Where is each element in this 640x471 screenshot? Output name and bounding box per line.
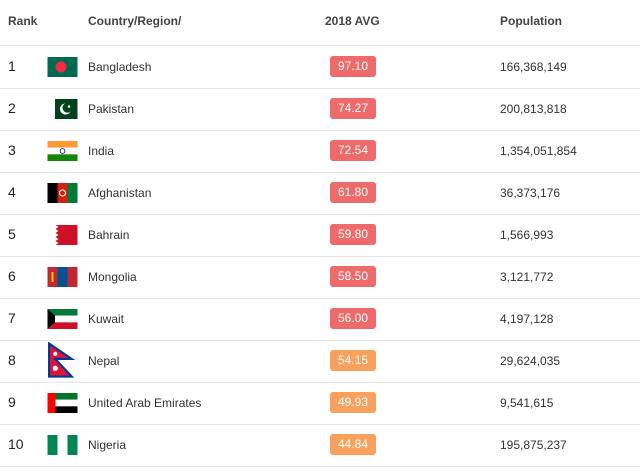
rank-cell: 10: [8, 436, 24, 452]
country-cell: India: [88, 144, 115, 158]
mongolia-flag-icon: [47, 267, 78, 287]
avg-badge: 74.27: [330, 98, 376, 119]
header-avg[interactable]: 2018 AVG: [325, 14, 380, 28]
avg-badge: 49.93: [330, 392, 376, 413]
population-cell: 195,875,237: [500, 438, 567, 452]
table-row[interactable]: 8 Nepal 54.15 29,624,035: [0, 340, 640, 383]
table-row[interactable]: 9 United Arab Emirates 49.93 9,541,615: [0, 382, 640, 425]
rank-cell: 9: [8, 394, 16, 410]
table-row[interactable]: 10 Nigeria 44.84 195,875,237: [0, 424, 640, 467]
population-cell: 29,624,035: [500, 354, 561, 368]
avg-badge: 97.10: [330, 56, 376, 77]
rank-cell: 8: [8, 352, 16, 368]
afghanistan-flag-icon: [47, 183, 78, 203]
table-row[interactable]: 4 Afghanistan 61.80 36,373,176: [0, 172, 640, 215]
country-cell: Afghanistan: [88, 186, 152, 200]
country-cell: Nepal: [88, 354, 120, 368]
avg-badge: 61.80: [330, 182, 376, 203]
country-cell: Nigeria: [88, 438, 127, 452]
table-row[interactable]: 6 Mongolia 58.50 3,121,772: [0, 256, 640, 299]
avg-badge: 44.84: [330, 434, 376, 455]
header-rank[interactable]: Rank: [8, 14, 38, 28]
country-cell: Kuwait: [88, 312, 125, 326]
bahrain-flag-icon: [47, 225, 78, 245]
country-cell: Bahrain: [88, 228, 130, 242]
rank-cell: 5: [8, 226, 16, 242]
header-country[interactable]: Country/Region/: [88, 14, 182, 28]
table-row[interactable]: 7 Kuwait 56.00 4,197,128: [0, 298, 640, 341]
table-row[interactable]: 2 Pakistan 74.27 200,813,818: [0, 88, 640, 131]
table-row[interactable]: 5 Bahrain 59.80 1,566,993: [0, 214, 640, 257]
country-cell: United Arab Emirates: [88, 396, 202, 410]
table-row[interactable]: 1 Bangladesh 97.10 166,368,149: [0, 46, 640, 89]
nigeria-flag-icon: [47, 435, 78, 455]
header-population[interactable]: Population: [500, 14, 562, 28]
avg-badge: 59.80: [330, 224, 376, 245]
country-cell: Bangladesh: [88, 60, 152, 74]
rank-cell: 1: [8, 58, 16, 74]
population-cell: 166,368,149: [500, 60, 567, 74]
nepal-flag-icon: [48, 342, 76, 378]
population-cell: 1,566,993: [500, 228, 554, 242]
table-row[interactable]: 3 India 72.54 1,354,051,854: [0, 130, 640, 173]
rank-cell: 6: [8, 268, 16, 284]
country-cell: Pakistan: [88, 102, 135, 116]
population-cell: 1,354,051,854: [500, 144, 577, 158]
population-cell: 3,121,772: [500, 270, 554, 284]
kuwait-flag-icon: [47, 309, 78, 329]
rank-cell: 2: [8, 100, 16, 116]
rank-cell: 3: [8, 142, 16, 158]
avg-badge: 54.15: [330, 350, 376, 371]
population-cell: 4,197,128: [500, 312, 554, 326]
avg-badge: 56.00: [330, 308, 376, 329]
bangladesh-flag-icon: [47, 57, 78, 77]
uae-flag-icon: [47, 393, 78, 413]
pakistan-flag-icon: [47, 99, 78, 119]
population-cell: 36,373,176: [500, 186, 561, 200]
table-header: Rank Country/Region/ 2018 AVG Population: [0, 0, 640, 46]
population-cell: 9,541,615: [500, 396, 554, 410]
india-flag-icon: [47, 141, 78, 161]
avg-badge: 58.50: [330, 266, 376, 287]
country-cell: Mongolia: [88, 270, 137, 284]
population-cell: 200,813,818: [500, 102, 567, 116]
rank-cell: 4: [8, 184, 16, 200]
avg-badge: 72.54: [330, 140, 376, 161]
rank-cell: 7: [8, 310, 16, 326]
